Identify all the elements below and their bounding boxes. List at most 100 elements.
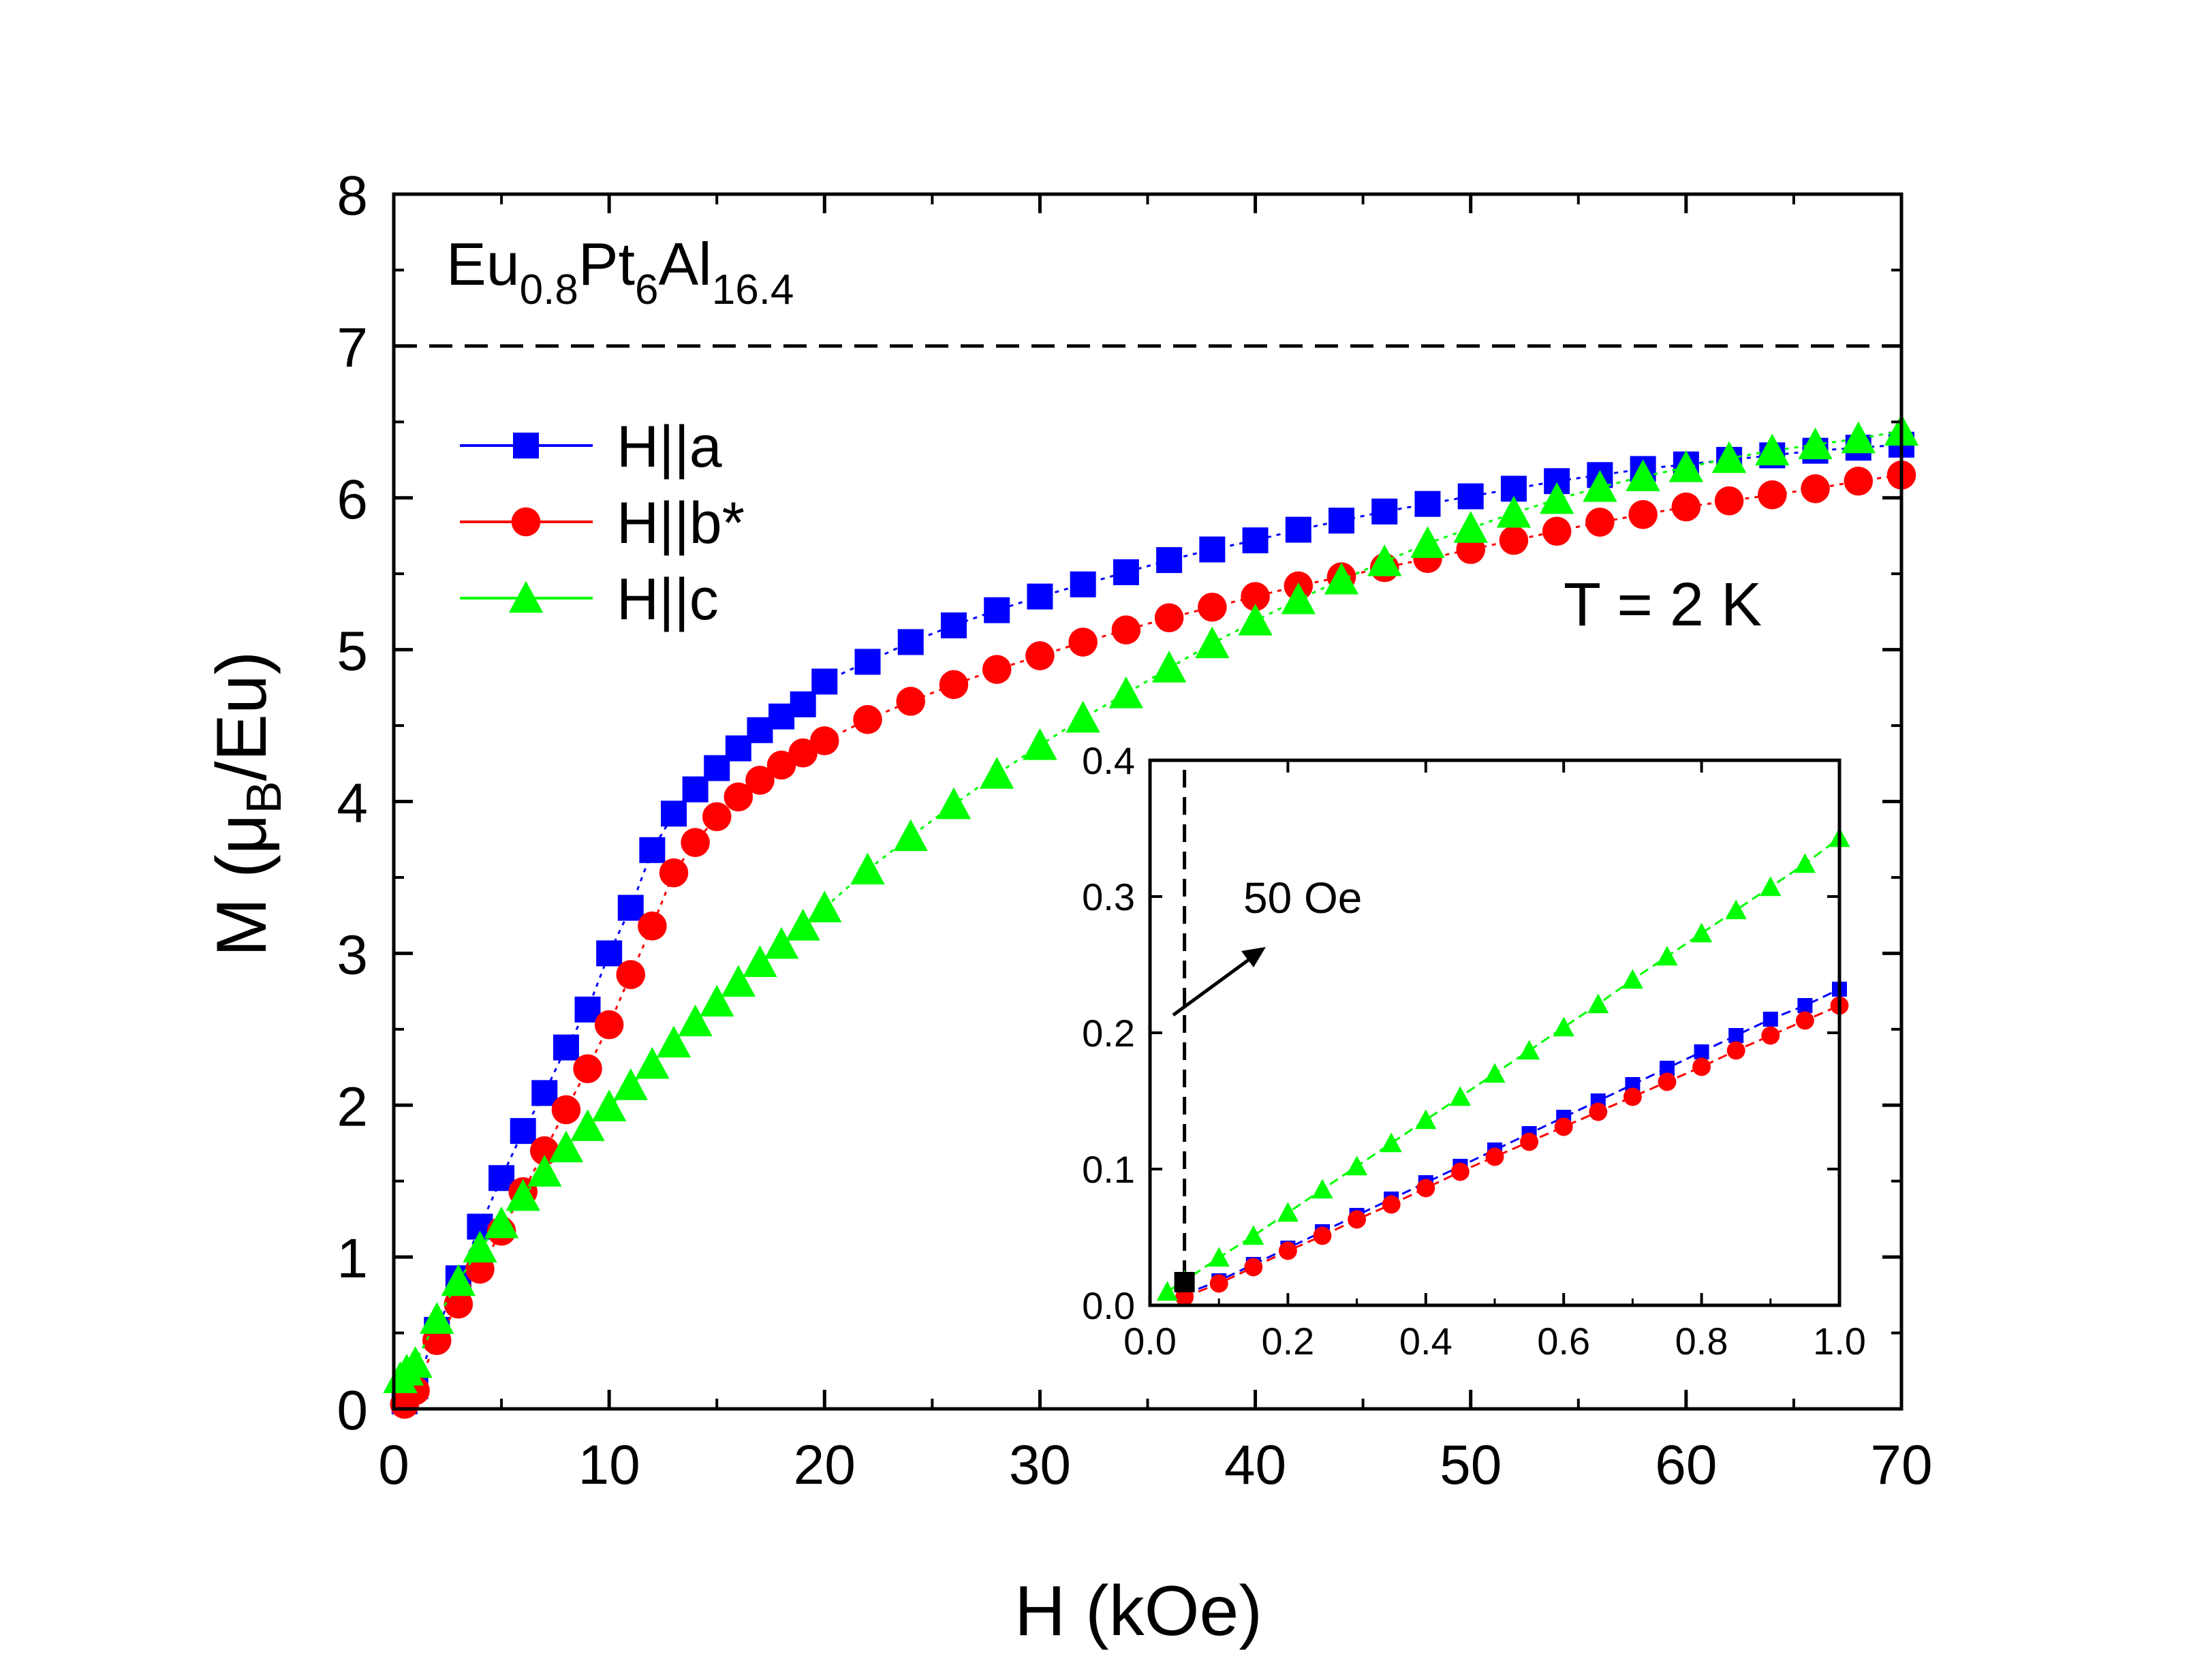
- main-data-point: [811, 668, 838, 695]
- main-data-point: [616, 960, 646, 989]
- main-data-point: [743, 945, 777, 978]
- inset-data-point: [1244, 1258, 1263, 1277]
- inset-data-point: [1660, 1061, 1675, 1076]
- y-tick-label: 5: [337, 621, 368, 683]
- y-tick-label: 0: [337, 1380, 368, 1442]
- main-data-point: [1755, 433, 1790, 466]
- inset-y-tick-label: 0.0: [1082, 1284, 1135, 1327]
- inset-arrow-head: [1241, 947, 1266, 967]
- main-plot-marks: [383, 344, 1919, 1419]
- inset-data-point: [1484, 1063, 1506, 1083]
- inset-x-tick-label: 0.4: [1399, 1320, 1452, 1363]
- y-tick-label: 2: [337, 1076, 368, 1138]
- legend-marker: [508, 580, 544, 613]
- main-data-point: [1328, 508, 1355, 534]
- legend: H||a H||b* H||c: [460, 414, 745, 632]
- main-data-point: [939, 670, 969, 700]
- main-data-point: [896, 687, 926, 716]
- y-axis-title: M (μB/Eu): [202, 651, 292, 957]
- main-data-point: [810, 726, 839, 756]
- inset-annotation-label: 50 Oe: [1243, 873, 1362, 922]
- inset-data-point: [1156, 1281, 1178, 1301]
- x-tick-label: 50: [1440, 1434, 1502, 1496]
- main-data-point: [893, 819, 928, 852]
- y-tick-label: 1: [337, 1228, 368, 1290]
- main-data-point: [980, 757, 1014, 789]
- inset-data-point: [1415, 1109, 1437, 1130]
- x-tick-label: 30: [1009, 1434, 1071, 1496]
- inset-data-point: [1623, 1087, 1642, 1106]
- main-data-point: [510, 1118, 536, 1145]
- main-data-point: [1151, 651, 1187, 683]
- main-data-point: [1324, 562, 1359, 595]
- inset-data-point: [1656, 946, 1678, 966]
- inset-data-point: [1209, 1274, 1228, 1293]
- main-data-point: [638, 911, 667, 941]
- inset-x-tick-label: 1.0: [1813, 1320, 1866, 1363]
- inset-data-point: [1519, 1040, 1540, 1060]
- inset-y-tick-label: 0.3: [1082, 875, 1135, 918]
- y-tick-label: 6: [337, 469, 368, 531]
- temperature-label: T = 2 K: [1564, 571, 1762, 639]
- main-data-point: [656, 1025, 692, 1058]
- main-data-point: [635, 1046, 670, 1079]
- inset-background: [1150, 760, 1839, 1305]
- main-data-point: [594, 1010, 624, 1040]
- inset-data-point: [1794, 853, 1816, 873]
- inset-axis-ticks: 0.0 0.2 0.4 0.6 0.8 1.0 0.0 0.1 0.2 0.3 0.4: [1082, 739, 1866, 1363]
- inset-x-tick-label: 0.0: [1123, 1320, 1177, 1363]
- main-data-point: [1281, 582, 1316, 615]
- main-data-point: [702, 802, 732, 832]
- inset-data-point: [1795, 1011, 1814, 1030]
- main-plot-frame: [392, 192, 1903, 1411]
- inset-data-point: [1658, 1072, 1677, 1091]
- main-series-2: [390, 461, 1916, 1419]
- inset-data-point: [1587, 993, 1609, 1014]
- main-data-point: [1711, 441, 1747, 473]
- main-data-point: [573, 1054, 602, 1084]
- main-data-point: [441, 1264, 476, 1296]
- main-data-point: [681, 828, 710, 857]
- main-data-point: [1027, 583, 1053, 610]
- x-tick-label: 10: [578, 1434, 640, 1496]
- legend-label: H||c: [617, 567, 719, 632]
- main-data-point: [788, 738, 818, 768]
- main-data-point: [1414, 491, 1441, 517]
- main-data-point: [548, 1130, 584, 1163]
- y-tick-label: 8: [337, 165, 368, 227]
- inset-annotation-arrow: [1172, 955, 1254, 1017]
- main-data-point: [940, 612, 967, 638]
- inset-plot-marks: [1156, 760, 1850, 1307]
- main-data-point: [1111, 615, 1141, 644]
- main-data-point: [1671, 492, 1701, 522]
- inset-y-tick-label: 0.2: [1082, 1012, 1135, 1055]
- main-data-point: [1242, 527, 1269, 554]
- main-data-point: [1198, 592, 1227, 622]
- main-data-point: [786, 909, 820, 941]
- main-data-point: [1371, 498, 1398, 525]
- main-data-point: [1025, 641, 1055, 670]
- main-data-point: [1798, 427, 1833, 460]
- y-tick-label: 4: [337, 773, 368, 835]
- main-data-point: [724, 782, 753, 812]
- legend-marker: [511, 507, 541, 537]
- main-axis-ticks: 0 10 20 30 40 50 60 70 0 1 2 3 4 5 6 7 8: [337, 165, 1932, 1496]
- main-data-point: [1539, 482, 1574, 514]
- main-data-point: [613, 1068, 648, 1100]
- inset-x-tick-label: 0.6: [1537, 1320, 1590, 1363]
- inset-data-point: [1450, 1162, 1470, 1181]
- main-data-point: [1628, 499, 1658, 529]
- main-data-point: [1108, 676, 1144, 709]
- main-data-point: [678, 1004, 713, 1037]
- inset-data-point: [1728, 1028, 1744, 1043]
- main-series-line: [403, 473, 1902, 1405]
- compound-label: Eu0.8Pt6Al16.4: [446, 230, 794, 313]
- inset-data-point: [1485, 1147, 1504, 1166]
- main-data-point: [659, 858, 689, 888]
- main-data-point: [444, 1289, 473, 1319]
- inset-data-point: [1725, 899, 1747, 920]
- inset-chart: 0.0 0.2 0.4 0.6 0.8 1.0 0.0 0.1 0.2 0.3 0.4 50 Oe: [1082, 739, 1866, 1363]
- main-data-point: [506, 1179, 540, 1211]
- inset-x-tick-label: 0.8: [1675, 1320, 1728, 1363]
